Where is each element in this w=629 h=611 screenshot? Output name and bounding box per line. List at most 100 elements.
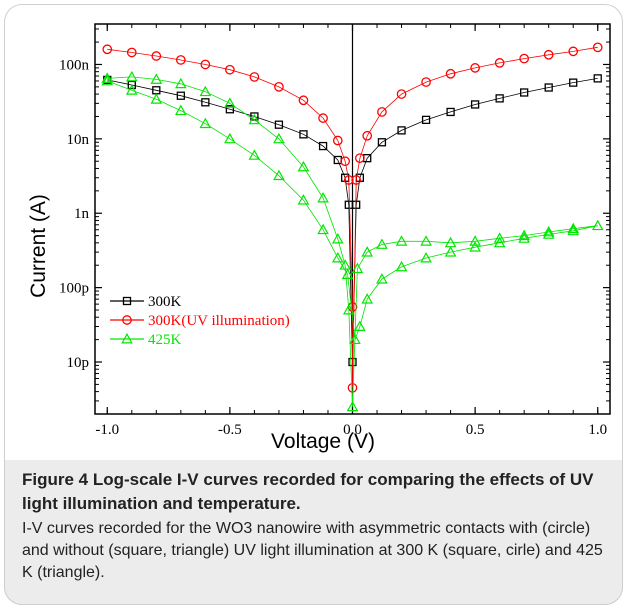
series-line: [107, 76, 598, 407]
data-point: [542, 225, 555, 237]
data-point: [470, 63, 480, 73]
data-point: [332, 135, 343, 146]
data-point: [343, 175, 354, 185]
series-circle: [102, 42, 603, 393]
caption-panel: [4, 460, 623, 605]
data-point: [445, 68, 456, 79]
data-point: [376, 238, 388, 249]
data-point: [175, 55, 186, 65]
data-point: [420, 251, 432, 263]
data-point: [297, 160, 310, 172]
legend-item: 425K: [110, 332, 182, 348]
x-axis-label: Voltage (V): [271, 430, 375, 453]
data-point: [102, 44, 113, 55]
legend-label: 300K: [148, 294, 182, 310]
data-point: [199, 117, 212, 129]
data-point: [298, 95, 309, 106]
data-point: [339, 259, 351, 270]
data-point: [199, 85, 212, 97]
data-point: [421, 115, 431, 125]
y-tick-label: 100n: [59, 57, 90, 73]
data-point: [273, 169, 285, 181]
data-point: [225, 64, 235, 75]
data-point: [126, 47, 137, 58]
figure-caption: Figure 4 Log-scale I-V curves recorded f…: [22, 468, 612, 584]
chart-ticks: -1.0 -0.5 0.0 0.5 1.0 10p 100p 1n 10n 100n: [59, 24, 610, 438]
data-point: [395, 235, 408, 246]
data-point: [248, 149, 261, 160]
data-point: [567, 222, 580, 234]
data-point: [377, 138, 387, 147]
data-point: [341, 268, 354, 279]
data-point: [444, 246, 457, 257]
data-point: [568, 46, 579, 57]
data-point: [150, 93, 163, 104]
data-point: [446, 107, 455, 117]
data-point: [273, 132, 285, 144]
data-point: [567, 224, 580, 236]
data-point: [361, 293, 374, 304]
data-point: [377, 107, 387, 117]
y-tick-label: 10n: [67, 132, 90, 148]
data-point: [225, 105, 235, 114]
data-point: [494, 58, 505, 68]
data-point: [101, 74, 114, 86]
data-point: [396, 89, 407, 99]
data-point: [297, 194, 310, 205]
legend-marker: [121, 332, 133, 344]
data-point: [349, 333, 361, 345]
data-point: [493, 232, 506, 243]
data-point: [569, 78, 578, 87]
data-point: [274, 120, 284, 129]
legend-label: 425K: [148, 332, 182, 348]
x-tick-label: 0.0: [343, 422, 362, 438]
data-point: [544, 83, 553, 92]
data-point: [591, 219, 604, 231]
data-point: [543, 49, 554, 60]
data-point: [175, 104, 187, 116]
data-point: [347, 382, 358, 393]
data-point: [343, 303, 355, 315]
data-point: [249, 72, 260, 82]
data-point: [470, 100, 480, 109]
data-point: [125, 70, 138, 82]
caption-title: Figure 4 Log-scale I-V curves recorded f…: [22, 470, 594, 513]
data-point: [274, 82, 284, 92]
y-axis-label: Current (A): [27, 194, 50, 298]
data-point: [101, 72, 114, 83]
data-point: [317, 223, 329, 235]
data-point: [176, 91, 185, 100]
data-point: [331, 232, 344, 244]
data-point: [469, 241, 481, 252]
caption-body: I-V curves recorded for the WO3 nanowire…: [22, 520, 603, 581]
data-point: [362, 130, 373, 141]
data-point: [592, 42, 603, 53]
data-point: [224, 97, 236, 108]
data-point: [346, 400, 359, 412]
series-triangle: [101, 70, 604, 412]
data-point: [299, 130, 308, 139]
data-point: [151, 51, 162, 61]
y-tick-label: 1n: [74, 206, 90, 222]
chart-series: [101, 42, 604, 412]
data-point: [354, 320, 366, 331]
data-point: [421, 77, 431, 87]
x-tick-label: 1.0: [588, 422, 607, 438]
data-point: [175, 77, 187, 89]
data-point: [340, 156, 350, 167]
legend-marker: [122, 296, 132, 306]
y-tick-label: 100p: [59, 281, 89, 297]
legend-item: 300K: [110, 294, 182, 310]
data-point: [248, 113, 261, 125]
data-point: [519, 53, 530, 64]
legend-marker: [122, 315, 132, 325]
data-point: [542, 228, 555, 239]
data-point: [495, 94, 504, 103]
data-point: [351, 262, 364, 274]
data-point: [518, 229, 530, 241]
data-point: [355, 153, 365, 164]
data-point: [331, 251, 344, 263]
data-point: [201, 98, 210, 107]
x-tick-label: -0.5: [218, 422, 242, 438]
